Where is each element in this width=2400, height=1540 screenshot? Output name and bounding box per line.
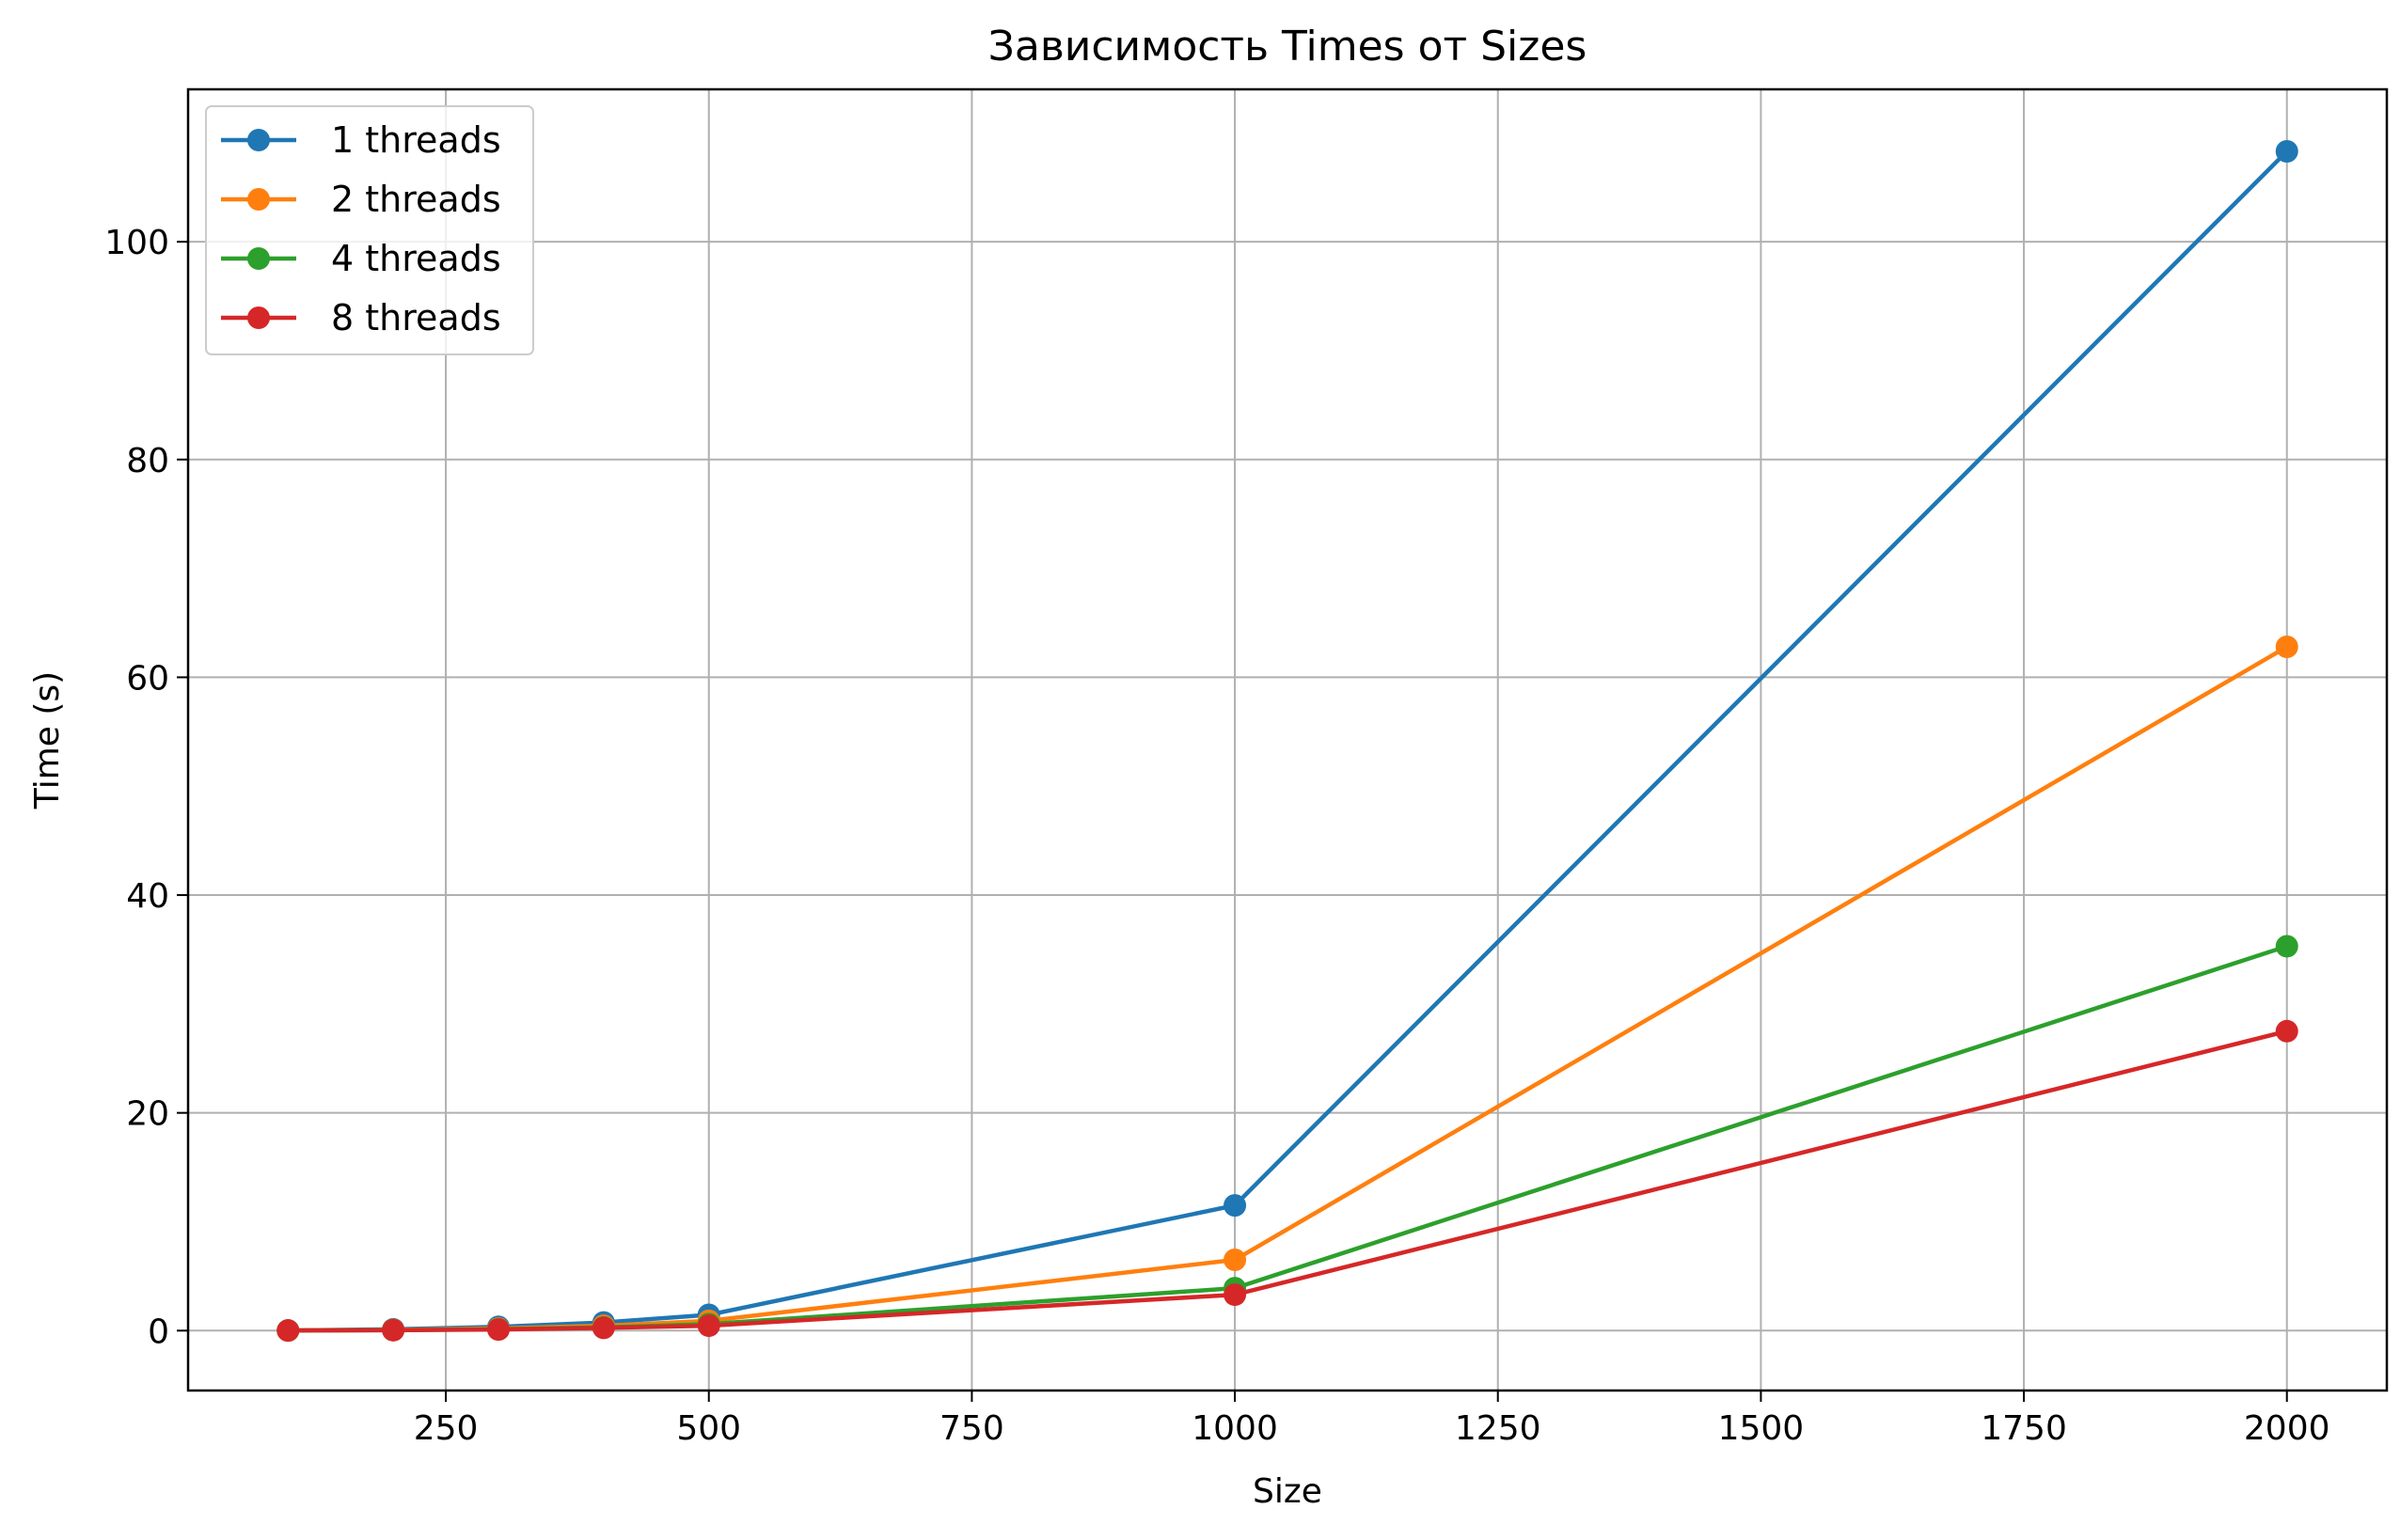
y-tick-label: 20 — [126, 1095, 169, 1134]
legend-marker — [247, 188, 270, 211]
data-point — [2275, 1019, 2298, 1043]
x-tick-label: 500 — [676, 1409, 741, 1448]
data-point — [2275, 635, 2298, 658]
axis-ticks: 250 500 750 1000 1250 1500 1750 2000 0 20 40 60 80 10… — [104, 224, 2329, 1448]
data-point — [592, 1316, 615, 1340]
legend-label: 4 threads — [331, 238, 501, 279]
legend-marker — [247, 129, 270, 151]
x-axis-title: Size — [1253, 1472, 1322, 1511]
series-4 — [276, 1019, 2298, 1343]
y-tick-label: 100 — [104, 224, 169, 262]
x-tick-label: 1500 — [1718, 1409, 1805, 1448]
x-tick-label: 1750 — [1981, 1409, 2067, 1448]
data-point — [1224, 1194, 1247, 1218]
plot-frame — [186, 87, 2389, 1392]
legend-entry: 8 threads — [221, 297, 501, 338]
data-point — [1224, 1283, 1247, 1307]
legend-label: 8 threads — [331, 297, 501, 338]
legend: 1 threads 2 threads 4 threads 8 threads — [205, 105, 534, 355]
y-tick-label: 80 — [126, 442, 169, 480]
x-tick-label: 1250 — [1455, 1409, 1541, 1448]
legend-entry: 2 threads — [221, 179, 501, 220]
legend-entry: 4 threads — [221, 238, 501, 279]
x-tick-label: 250 — [414, 1409, 479, 1448]
y-tick-label: 0 — [148, 1312, 169, 1351]
y-tick-label: 60 — [126, 659, 169, 698]
legend-label: 2 threads — [331, 179, 501, 220]
x-tick-label: 750 — [939, 1409, 1004, 1448]
legend-marker — [247, 247, 270, 270]
y-tick-label: 40 — [126, 877, 169, 916]
x-tick-label: 1000 — [1192, 1409, 1278, 1448]
series-layer — [276, 140, 2298, 1343]
data-point — [2275, 935, 2298, 958]
data-point — [697, 1314, 720, 1338]
legend-label: 1 threads — [331, 119, 501, 161]
y-axis-title: Time (s) — [28, 671, 67, 809]
legend-entry: 1 threads — [221, 119, 501, 161]
legend-frame — [205, 105, 534, 355]
data-point — [487, 1318, 511, 1342]
data-point — [276, 1319, 300, 1343]
legend-marker — [247, 306, 270, 329]
data-point — [382, 1318, 405, 1342]
data-point — [2275, 140, 2298, 164]
chart-title: Зависимость Times от Sizes — [988, 23, 1587, 71]
data-point — [1224, 1249, 1247, 1272]
x-tick-label: 2000 — [2244, 1409, 2330, 1448]
